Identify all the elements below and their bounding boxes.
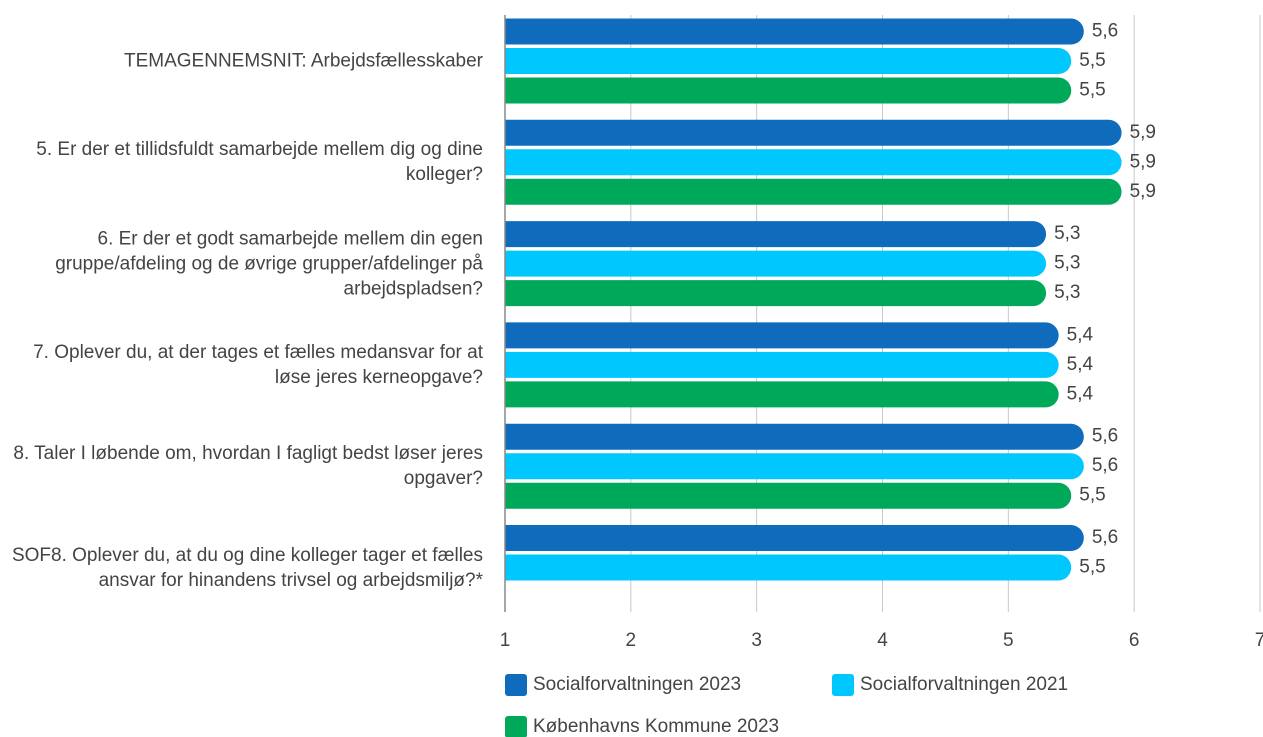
- x-tick-label: 6: [1129, 630, 1140, 651]
- bar: [505, 119, 1122, 146]
- value-label: 5,5: [1079, 50, 1105, 71]
- bar: [505, 482, 1072, 509]
- category-label: 5. Er der et tillidsfuldt samarbejde mel…: [36, 139, 483, 186]
- bar: [505, 554, 1072, 581]
- legend-label: Socialforvaltningen 2021: [860, 674, 1068, 695]
- legend-label: Socialforvaltningen 2023: [533, 674, 741, 695]
- category-label: SOF8. Oplever du, at du og dine kolleger…: [11, 544, 483, 591]
- value-label: 5,9: [1130, 151, 1156, 172]
- bar: [505, 423, 1084, 450]
- x-tick-label: 7: [1255, 630, 1263, 651]
- bar: [505, 149, 1122, 176]
- bar: [505, 77, 1072, 104]
- value-label: 5,6: [1092, 455, 1118, 476]
- x-tick-label: 4: [877, 630, 888, 651]
- bar: [505, 250, 1047, 277]
- value-label: 5,4: [1067, 383, 1094, 404]
- x-tick-label: 5: [1003, 630, 1014, 651]
- bar: [505, 18, 1084, 45]
- value-label: 5,6: [1092, 426, 1118, 447]
- bar: [505, 381, 1059, 408]
- value-label: 5,5: [1079, 485, 1105, 506]
- value-label: 5,4: [1067, 354, 1094, 375]
- bar: [505, 280, 1047, 307]
- x-tick-label: 3: [751, 630, 762, 651]
- x-tick-label: 1: [500, 630, 511, 651]
- legend-swatch: [832, 674, 854, 696]
- value-label: 5,3: [1054, 282, 1080, 303]
- category-label: 6. Er der et godt samarbejde mellem din …: [55, 228, 483, 300]
- value-label: 5,6: [1092, 527, 1118, 548]
- value-label: 5,3: [1054, 253, 1080, 274]
- x-tick-label: 2: [626, 630, 637, 651]
- bar: [505, 351, 1059, 378]
- category-label: TEMAGENNEMSNIT: Arbejdsfællesskaber: [124, 50, 483, 72]
- value-label: 5,9: [1130, 122, 1156, 143]
- bar: [505, 322, 1059, 349]
- bar: [505, 525, 1084, 551]
- legend-swatch: [505, 674, 527, 696]
- category-label: 8. Taler I løbende om, hvordan I fagligt…: [13, 443, 483, 490]
- bar: [505, 48, 1072, 74]
- category-label: 7. Oplever du, at der tages et fælles me…: [33, 341, 483, 388]
- bar: [505, 178, 1122, 205]
- value-label: 5,4: [1067, 324, 1094, 345]
- bar: [505, 453, 1084, 480]
- value-label: 5,6: [1092, 21, 1118, 42]
- value-label: 5,5: [1079, 557, 1105, 578]
- value-label: 5,9: [1130, 181, 1156, 202]
- value-label: 5,5: [1079, 80, 1105, 101]
- value-label: 5,3: [1054, 223, 1080, 244]
- legend-label: Københavns Kommune 2023: [533, 716, 779, 737]
- bar: [505, 221, 1047, 248]
- legend-swatch: [505, 716, 527, 737]
